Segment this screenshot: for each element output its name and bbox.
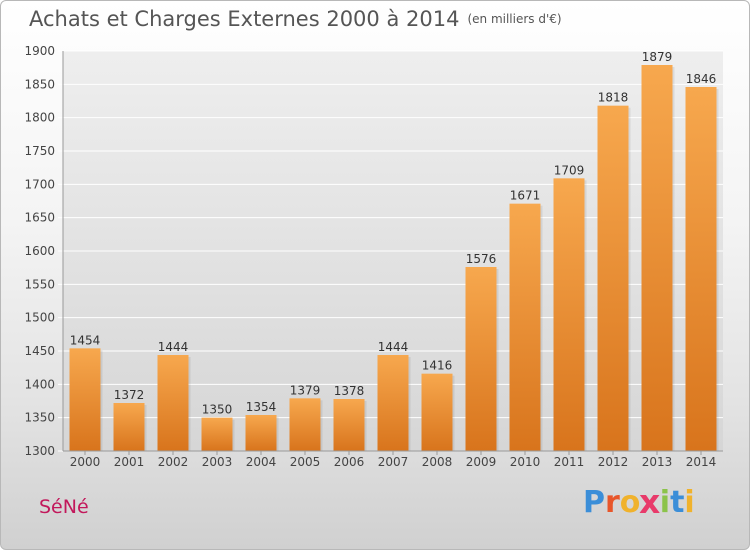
proxiti-logo: Proxiti xyxy=(583,483,695,522)
logo-letter: i xyxy=(659,485,671,520)
x-tick-label: 2014 xyxy=(686,455,717,469)
bar-value-label: 1709 xyxy=(554,163,585,177)
bar-value-label: 1846 xyxy=(686,72,717,86)
x-tick-label: 2000 xyxy=(70,455,101,469)
bar xyxy=(245,415,277,451)
logo-letter: o xyxy=(619,485,641,520)
x-tick-label: 2008 xyxy=(422,455,453,469)
y-tick-label: 1850 xyxy=(24,77,55,91)
logo-letter: x xyxy=(639,483,661,522)
bar-value-label: 1818 xyxy=(598,91,629,105)
x-tick-label: 2011 xyxy=(554,455,585,469)
y-tick-label: 1600 xyxy=(24,244,55,258)
y-tick-label: 1350 xyxy=(24,411,55,425)
logo-letter: r xyxy=(605,485,620,520)
y-tick-label: 1650 xyxy=(24,211,55,225)
logo-letter: P xyxy=(583,485,605,520)
x-tick-label: 2006 xyxy=(334,455,365,469)
bar xyxy=(113,403,145,451)
x-tick-label: 2012 xyxy=(598,455,629,469)
x-tick-label: 2003 xyxy=(202,455,233,469)
bar-value-label: 1576 xyxy=(466,252,497,266)
y-tick-label: 1550 xyxy=(24,277,55,291)
y-tick-label: 1800 xyxy=(24,111,55,125)
chart-title: Achats et Charges Externes 2000 à 2014 (e… xyxy=(29,7,562,31)
y-tick-label: 1300 xyxy=(24,444,55,458)
bar xyxy=(201,417,233,451)
bar xyxy=(421,373,453,451)
bar-value-label: 1378 xyxy=(334,384,365,398)
bar-value-label: 1454 xyxy=(70,333,101,347)
bar xyxy=(69,348,101,451)
x-tick-label: 2013 xyxy=(642,455,673,469)
logo-letter: i xyxy=(684,485,695,520)
bar xyxy=(333,399,365,451)
y-tick-label: 1700 xyxy=(24,177,55,191)
y-tick-label: 1750 xyxy=(24,144,55,158)
bar-value-label: 1350 xyxy=(202,403,233,417)
x-tick-label: 2009 xyxy=(466,455,497,469)
logo-letter: t xyxy=(670,485,685,520)
bar xyxy=(289,398,321,451)
bar-value-label: 1671 xyxy=(510,189,541,203)
y-tick-label: 1900 xyxy=(24,44,55,58)
x-tick-label: 2005 xyxy=(290,455,321,469)
chart-subtitle: (en milliers d'€) xyxy=(467,12,562,26)
bar-value-label: 1879 xyxy=(642,50,673,64)
x-tick-label: 2010 xyxy=(510,455,541,469)
chart-title-text: Achats et Charges Externes 2000 à 2014 xyxy=(29,7,460,31)
bar xyxy=(685,87,717,451)
y-tick-label: 1400 xyxy=(24,377,55,391)
bar xyxy=(641,65,673,451)
x-tick-label: 2002 xyxy=(158,455,189,469)
bar xyxy=(465,267,497,451)
bar xyxy=(509,203,541,451)
bar xyxy=(377,355,409,451)
x-tick-label: 2001 xyxy=(114,455,145,469)
y-tick-label: 1500 xyxy=(24,311,55,325)
bar xyxy=(157,355,189,451)
bar-value-label: 1354 xyxy=(246,400,277,414)
bar-value-label: 1444 xyxy=(378,340,409,354)
x-tick-label: 2004 xyxy=(246,455,277,469)
bar-value-label: 1416 xyxy=(422,359,453,373)
bar-value-label: 1379 xyxy=(290,383,321,397)
commune-name: SéNé xyxy=(39,496,89,518)
bar-value-label: 1444 xyxy=(158,340,189,354)
y-tick-label: 1450 xyxy=(24,344,55,358)
bar-value-label: 1372 xyxy=(114,388,145,402)
bar xyxy=(553,178,585,452)
bar xyxy=(597,105,629,452)
x-tick-label: 2007 xyxy=(378,455,409,469)
